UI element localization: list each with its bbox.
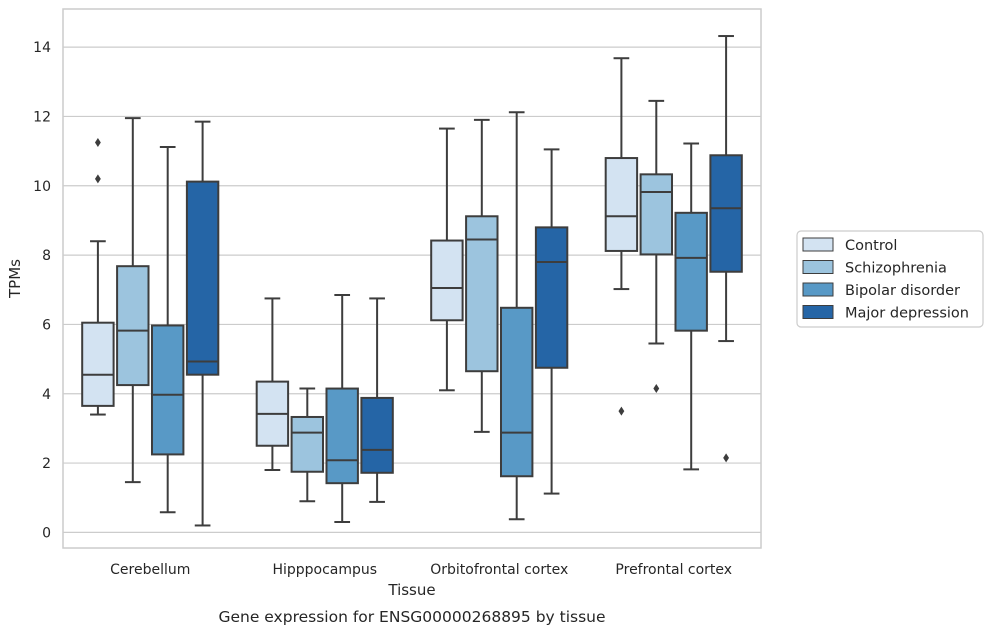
box-1-2 <box>325 293 359 524</box>
box-3-2 <box>674 142 708 471</box>
box-2-3 <box>534 148 569 495</box>
y-tick-label: 8 <box>42 248 51 264</box>
legend-label: Bipolar disorder <box>845 283 960 299</box>
box-1-3 <box>360 297 394 503</box>
outlier-point <box>618 406 625 416</box>
box-body <box>604 157 639 252</box>
box-0-0 <box>81 137 115 416</box>
y-tick-label: 0 <box>42 525 51 541</box>
y-tick-label: 4 <box>42 387 51 403</box>
box-0-1 <box>116 117 150 484</box>
y-tick-labels: 0 2 4 6 8 10 12 14 <box>33 40 51 541</box>
box-body <box>499 306 534 478</box>
box-2-0 <box>430 127 464 392</box>
box-body <box>325 387 359 485</box>
x-axis-label: Tissue <box>387 581 435 599</box>
x-tick-label: Cerebellum <box>110 562 190 578</box>
outlier-point <box>653 384 660 394</box>
box-body <box>150 324 185 456</box>
box-3-3 <box>709 35 743 463</box>
x-tick-label: Orbitofrontal cortex <box>430 562 568 578</box>
legend-label: Major depression <box>845 306 969 322</box>
outlier-point <box>94 174 101 184</box>
box-1-0 <box>255 297 290 472</box>
box-body <box>430 239 464 322</box>
y-tick-label: 14 <box>33 40 51 56</box>
legend: Control Schizophrenia Bipolar disorder Majo… <box>796 230 984 328</box>
box-1-1 <box>290 387 325 503</box>
box-body <box>639 173 674 256</box>
box-3-0 <box>604 57 639 416</box>
x-tick-labels: Cerebellum Hipppocampus Orbitofrontal cort… <box>110 562 732 578</box>
y-tick-label: 2 <box>42 456 51 472</box>
boxes <box>81 35 743 527</box>
box-body <box>81 321 115 407</box>
y-axis-label: TPMs <box>6 259 24 299</box>
box-body <box>290 415 325 473</box>
box-0-3 <box>185 120 220 527</box>
box-body <box>534 226 569 369</box>
legend-frame <box>796 230 984 328</box>
y-tick-label: 12 <box>33 109 51 125</box>
box-body <box>709 154 743 273</box>
outlier-point <box>723 453 730 463</box>
box-body <box>185 180 220 376</box>
box-2-2 <box>499 111 534 521</box>
box-body <box>116 265 150 387</box>
legend-label: Control <box>845 238 897 254</box>
x-tick-label: Hipppocampus <box>272 562 377 578</box>
x-tick-label: Prefrontal cortex <box>615 562 732 578</box>
legend-swatch <box>802 305 834 319</box>
box-2-1 <box>465 118 499 433</box>
legend-label: Schizophrenia <box>845 261 947 277</box>
y-tick-label: 10 <box>33 179 51 195</box>
y-tick-label: 6 <box>42 317 51 333</box>
outlier-point <box>94 137 101 147</box>
box-0-2 <box>150 145 185 514</box>
legend-swatch <box>802 237 834 252</box>
box-body <box>465 215 499 373</box>
legend-swatch <box>802 282 834 297</box>
plot-frame <box>62 8 762 549</box>
legend-swatch <box>802 260 834 274</box>
box-3-1 <box>639 99 674 394</box>
chart-caption: Gene expression for ENSG00000268895 by t… <box>218 608 605 626</box>
box-body <box>674 211 708 332</box>
box-body <box>360 396 394 474</box>
